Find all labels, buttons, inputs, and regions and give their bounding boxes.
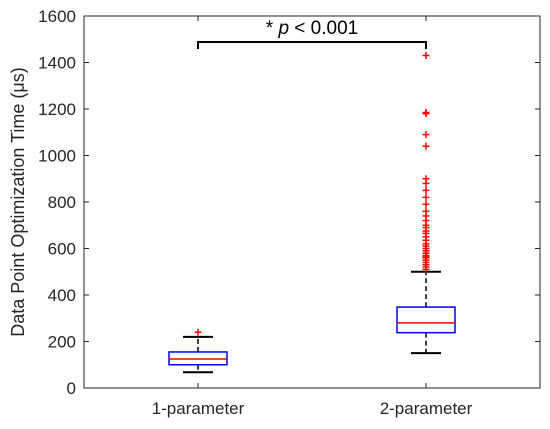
p-value-text: < 0.001 [289,18,358,39]
y-tick-label: 1000 [38,147,76,166]
outlier-marker [422,142,430,150]
p-symbol: p [277,18,289,39]
boxes [168,270,456,374]
y-tick-label: 600 [48,240,76,259]
y-axis-title: Data Point Optimization Time (μs) [8,67,28,336]
outlier-marker [422,193,430,201]
significance-star: * [266,18,274,39]
y-tick-label: 200 [48,333,76,352]
axes [83,15,541,389]
y-tick-label: 1600 [38,7,76,26]
x-tick-label: 2-parameter [380,399,473,418]
outlier-marker [422,52,430,60]
plot-frame [83,15,541,389]
box-1 [168,335,228,374]
significance-annotation: * p < 0.001 [197,18,427,49]
outlier-marker [194,328,202,336]
significance-label: * p < 0.001 [266,18,358,39]
y-tick-label: 800 [48,193,76,212]
y-tick-label: 1200 [38,100,76,119]
ticks: 0 200 400 600 800 1000 1200 1400 1600 1-parameter… [38,7,540,418]
y-tick-label: 1400 [38,54,76,73]
outlier-marker [422,131,430,139]
y-tick-label: 400 [48,286,76,305]
x-tick-label: 1-parameter [152,399,245,418]
y-tick-label: 0 [67,379,76,398]
outlier-marker [422,186,430,194]
significance-bracket [197,41,427,49]
outlier-marker [422,207,430,215]
outliers [194,52,430,336]
box-2 [396,270,456,355]
outlier-marker [422,108,430,116]
outlier-marker [422,175,430,183]
outlier-marker [422,200,430,208]
iqr-box [396,306,456,334]
